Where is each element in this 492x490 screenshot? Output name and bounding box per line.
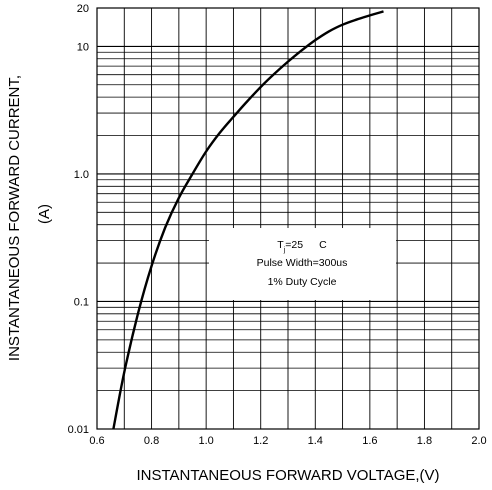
grid — [97, 8, 479, 429]
x-tick-label: 1.2 — [253, 435, 268, 447]
forward-current-curve — [112, 10, 384, 430]
conditions-annotation: Tj=25 C Pulse Width=300us 1% Duty Cycle — [209, 228, 396, 300]
annotation-pulse-width: Pulse Width=300us — [257, 257, 348, 269]
annotation-tj: Tj=25 C — [277, 239, 327, 254]
x-tick-label: 1.8 — [417, 435, 432, 447]
annotation-duty-cycle: 1% Duty Cycle — [268, 276, 337, 288]
x-tick-label: 0.8 — [144, 435, 159, 447]
y-tick-label: 0.1 — [74, 296, 89, 308]
y-tick-label: 0.01 — [68, 424, 89, 436]
y-tick-label: 20 — [77, 3, 89, 15]
x-tick-label: 1.4 — [308, 435, 323, 447]
y-tick-labels: 0.01 0.1 1.0 10 20 — [68, 3, 89, 436]
x-tick-label: 1.6 — [362, 435, 377, 447]
annotation-background — [209, 228, 396, 300]
x-axis-title: INSTANTANEOUS FORWARD VOLTAGE,(V) — [136, 467, 439, 484]
plot-frame — [96, 7, 480, 430]
y-axis-title: INSTANTANEOUS FORWARD CURRENT, — [6, 75, 23, 361]
y-tick-label: 1.0 — [74, 169, 89, 181]
y-tick-label: 10 — [77, 41, 89, 53]
x-tick-label: 1.0 — [198, 435, 213, 447]
x-tick-label: 2.0 — [471, 435, 486, 447]
y-axis-unit: (A) — [36, 204, 53, 224]
x-tick-label: 0.6 — [89, 435, 104, 447]
x-tick-labels: 0.6 0.8 1.0 1.2 1.4 1.6 1.8 2.0 — [89, 435, 486, 447]
